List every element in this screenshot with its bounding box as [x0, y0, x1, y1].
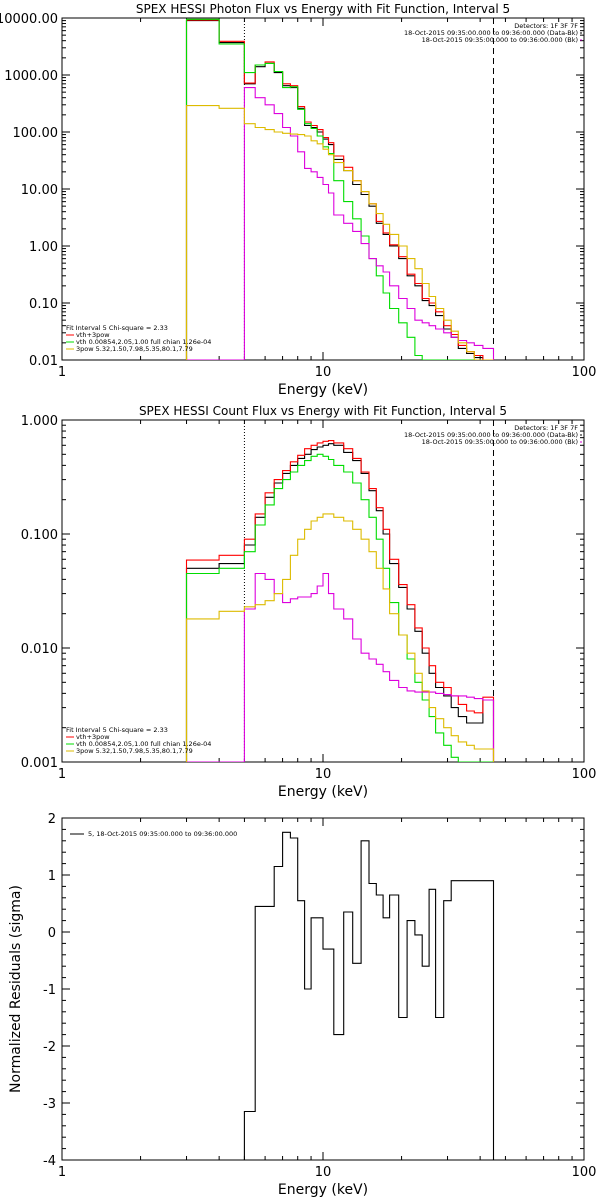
header-text: Detectors: 1F 3F 7F [514, 22, 578, 30]
count-flux-panel: SPEX HESSI Count Flux vs Energy with Fit… [21, 404, 597, 800]
series-line [185, 105, 494, 360]
y-tick-label: -2 [43, 1040, 56, 1055]
x-axis-label: Energy (keV) [278, 784, 368, 800]
series-line [185, 18, 494, 360]
x-tick-label: 10 [315, 767, 332, 782]
y-tick-label: -1 [43, 983, 56, 998]
series-line [185, 443, 495, 762]
x-tick-label: 1 [58, 365, 66, 380]
header-text: 18-Oct-2015 09:35:00.000 to 09:36:00.000… [422, 438, 578, 446]
y-tick-label: 0.10 [29, 297, 58, 312]
header-text: 18-Oct-2015 09:35:00.000 to 09:36:00.000… [404, 29, 578, 37]
series-line [185, 19, 494, 360]
legend-text: 3pow 5.32,1.50,7.98,5.35,80.1,7.79 [76, 345, 193, 353]
x-tick-label: 1 [58, 1165, 66, 1180]
legend-text: 3pow 5.32,1.50,7.98,5.35,80.1,7.79 [76, 747, 193, 755]
series-line [243, 831, 495, 1160]
photon-flux-panel: SPEX HESSI Photon Flux vs Energy with Fi… [0, 2, 596, 398]
x-axis-label: Energy (keV) [278, 1182, 368, 1198]
y-tick-label: -3 [43, 1097, 56, 1112]
legend-text: 5, 18-Oct-2015 09:35:00.000 to 09:36:00.… [88, 830, 237, 838]
y-tick-label: 0.100 [21, 528, 58, 543]
series-line [185, 513, 495, 762]
y-tick-label: 0.001 [21, 756, 58, 771]
series-line [185, 20, 494, 360]
y-tick-label: 10000.00 [0, 12, 58, 27]
y-axis-label: Normalized Residuals (sigma) [8, 885, 24, 1093]
y-tick-label: 1000.00 [4, 69, 58, 84]
x-tick-label: 10 [315, 365, 332, 380]
y-tick-label: 0.01 [29, 354, 58, 369]
chart-title: SPEX HESSI Photon Flux vs Energy with Fi… [136, 2, 510, 16]
y-tick-label: 0 [48, 926, 56, 941]
plot-frame [61, 17, 585, 361]
y-tick-label: 1.00 [29, 240, 58, 255]
x-axis-label: Energy (keV) [278, 382, 368, 398]
legend-text: vth+3pow [76, 331, 110, 339]
chart-title: SPEX HESSI Count Flux vs Energy with Fit… [139, 404, 507, 418]
legend-text: Fit Interval 5 Chi-square = 2.33 [66, 726, 168, 734]
x-tick-label: 10 [315, 1165, 332, 1180]
series-line [186, 87, 495, 360]
legend-text: vth 0.00854,2.05,1.00 full chian 1.26e-0… [76, 740, 211, 748]
residuals-panel: 1 10 100 Energy (keV) -4 -3 -2 -1 0 1 2 Normalized … [8, 812, 596, 1198]
plot-frame [61, 419, 585, 763]
series-line [186, 572, 495, 762]
x-tick-label: 100 [572, 1165, 597, 1180]
x-tick-label: 100 [572, 767, 597, 782]
legend-text: vth+3pow [76, 733, 110, 741]
series-line [185, 453, 494, 762]
series-line [185, 440, 495, 762]
plot-frame [61, 817, 585, 1161]
y-tick-label: -4 [43, 1154, 56, 1169]
x-tick-label: 100 [572, 365, 597, 380]
header-text: 18-Oct-2015 09:35:00.000 to 09:36:00.000… [422, 36, 578, 44]
header-text: Detectors: 1F 3F 7F [514, 424, 578, 432]
legend-text: vth 0.00854,2.05,1.00 full chian 1.26e-0… [76, 338, 211, 346]
y-tick-label: 0.010 [21, 642, 58, 657]
y-tick-label: 2 [48, 812, 56, 827]
legend-text: Fit Interval 5 Chi-square = 2.33 [66, 324, 168, 332]
header-text: 18-Oct-2015 09:35:00.000 to 09:36:00.000… [404, 431, 578, 439]
y-tick-label: 100.00 [13, 126, 59, 141]
y-tick-label: 1 [48, 869, 56, 884]
y-tick-label: 10.00 [21, 183, 58, 198]
x-tick-label: 1 [58, 767, 66, 782]
y-tick-label: 1.000 [21, 414, 58, 429]
